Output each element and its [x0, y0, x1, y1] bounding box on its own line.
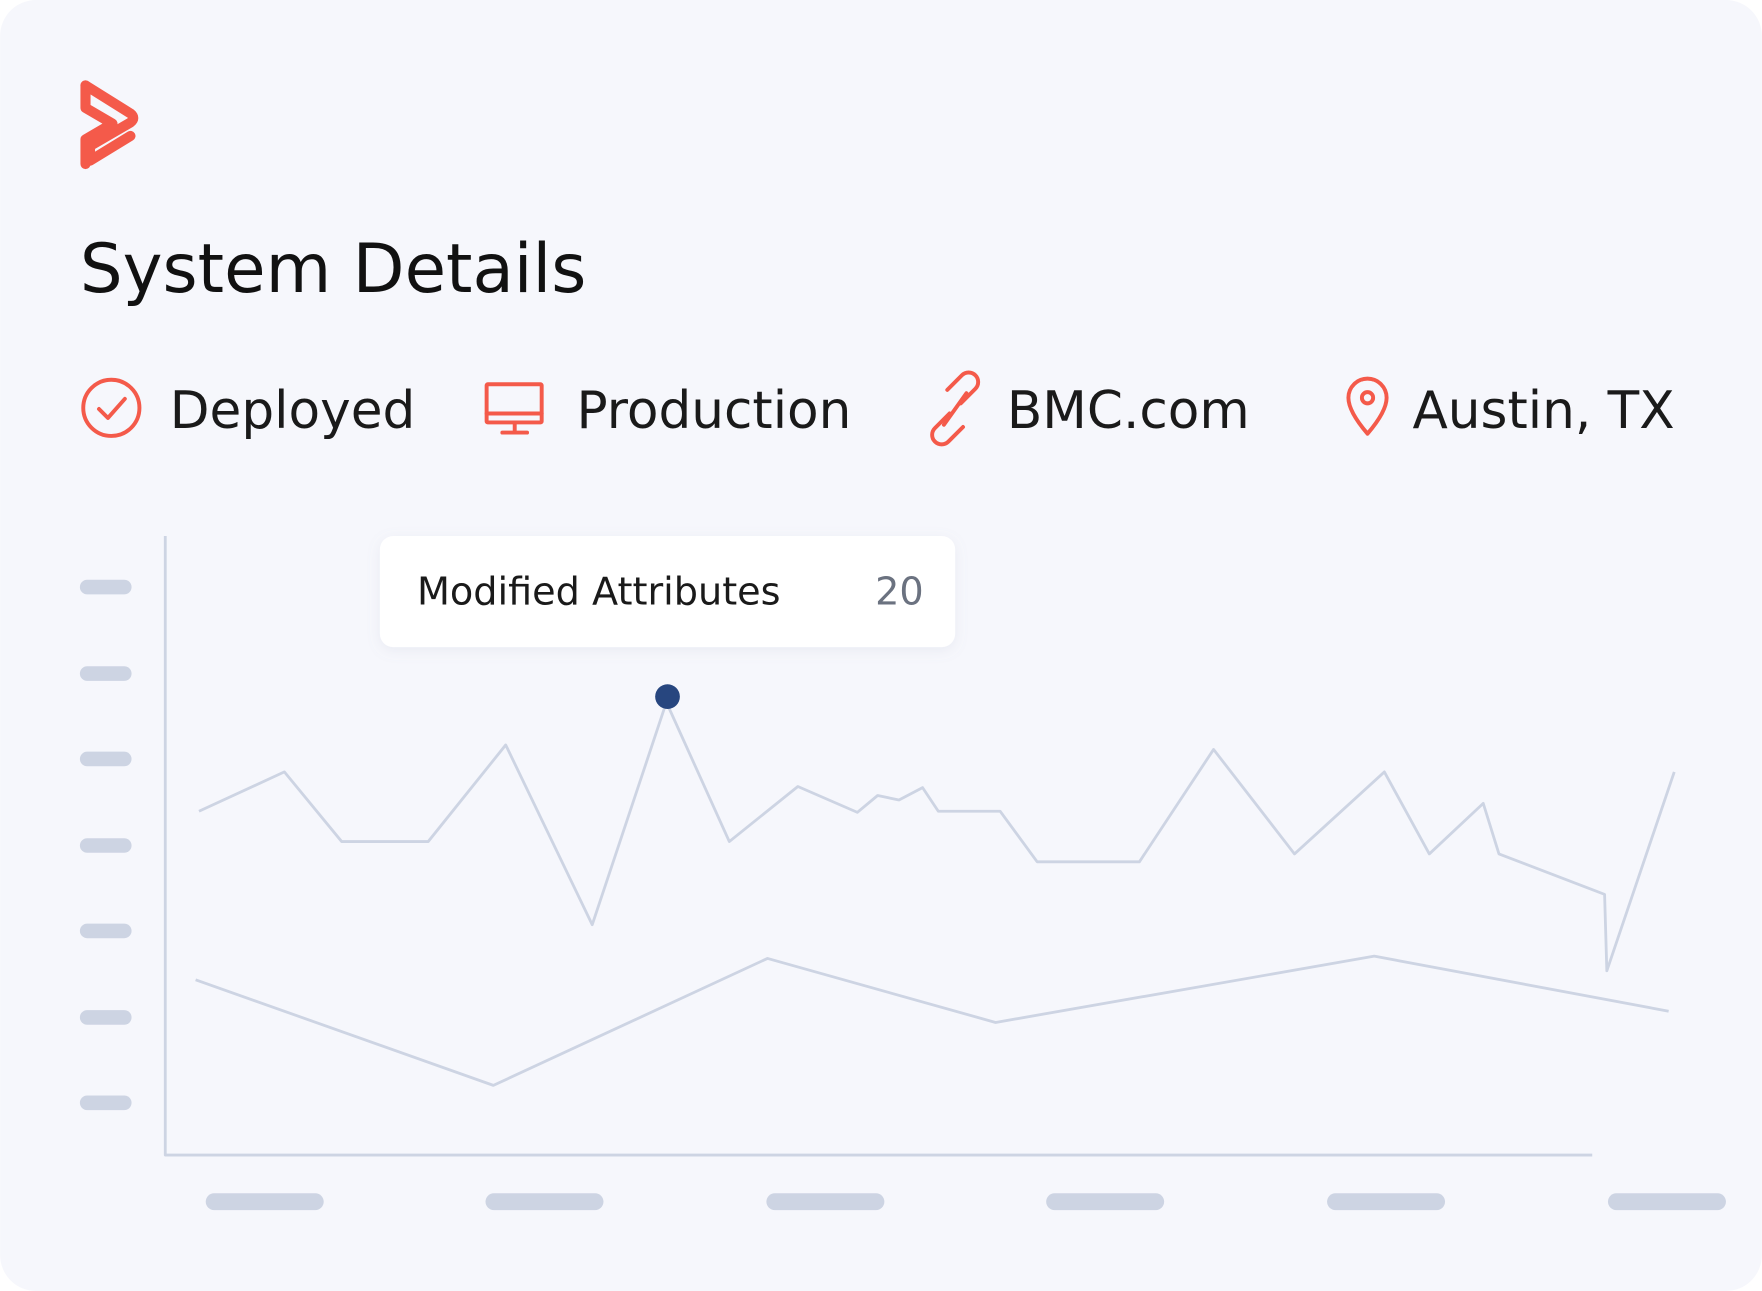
axes — [163, 535, 1593, 1157]
tooltip-label: Modified Attributes — [417, 570, 781, 614]
status-label: Deployed — [170, 381, 416, 441]
logo — [80, 80, 139, 170]
icon-link — [930, 370, 981, 447]
status-label: BMC.com — [1007, 381, 1250, 441]
status-label: Austin, TX — [1412, 381, 1674, 441]
icon-pin — [1346, 376, 1389, 436]
title: System Details — [80, 229, 586, 308]
line-upper — [198, 700, 1676, 973]
line-lower — [195, 954, 1669, 1087]
tooltip: Modified Attributes 20 — [379, 535, 956, 648]
highlight-point — [655, 684, 680, 709]
x-axis-placeholders — [205, 1193, 1726, 1211]
icon-monitor — [484, 382, 544, 435]
status-label: Production — [577, 381, 852, 441]
tooltip-value: 20 — [875, 570, 924, 614]
y-axis-placeholders — [79, 579, 132, 1111]
icon-check — [81, 377, 142, 438]
